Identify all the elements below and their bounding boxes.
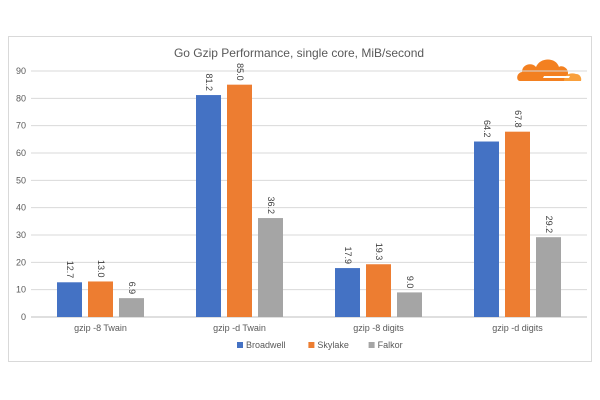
y-tick-label: 0 — [21, 312, 26, 322]
logo-cloud-main — [517, 59, 568, 81]
legend-entry: Skylake — [317, 340, 349, 350]
bar-broadwell — [335, 268, 360, 317]
data-label: 85.0 — [235, 63, 245, 81]
y-tick-label: 60 — [16, 148, 26, 158]
legend-swatch-falkor — [368, 342, 375, 348]
legend-entry: Broadwell — [246, 340, 286, 350]
logo-cloud-gap — [543, 76, 570, 78]
y-tick-label: 70 — [16, 121, 26, 131]
bar-broadwell — [474, 141, 499, 317]
data-label: 19.3 — [374, 243, 384, 261]
cloudflare-cloud-logo — [517, 59, 582, 81]
bar-skylake — [505, 131, 530, 317]
data-label: 64.2 — [482, 120, 492, 138]
x-axis-categories: gzip -8 Twain gzip -d Twain gzip -8 digits… — [74, 323, 543, 333]
data-label: 29.2 — [544, 216, 554, 234]
y-tick-label: 20 — [16, 257, 26, 267]
bar-falkor — [258, 218, 283, 317]
data-label: 13.0 — [96, 260, 106, 278]
bar-broadwell — [57, 282, 82, 317]
y-tick-label: 30 — [16, 230, 26, 240]
data-label: 9.0 — [405, 276, 415, 289]
data-label: 17.9 — [343, 247, 353, 265]
grid-layer — [31, 70, 587, 318]
y-tick-label: 80 — [16, 93, 26, 103]
bar-skylake — [366, 264, 391, 317]
bar-falkor — [397, 292, 422, 317]
bar-skylake — [88, 281, 113, 317]
bar-falkor — [536, 237, 561, 317]
data-label: 6.9 — [127, 282, 137, 295]
data-label: 67.8 — [513, 110, 523, 128]
x-category-label: gzip -d digits — [492, 323, 543, 333]
y-tick-label: 90 — [16, 66, 26, 76]
bars-layer — [57, 84, 561, 317]
chart-area: Go Gzip Performance, single core, MiB/se… — [8, 36, 592, 362]
data-label: 81.2 — [204, 74, 214, 92]
bar-chart: Go Gzip Performance, single core, MiB/se… — [16, 46, 587, 350]
x-category-label: gzip -8 Twain — [74, 323, 127, 333]
x-category-label: gzip -d Twain — [213, 323, 266, 333]
chart-title: Go Gzip Performance, single core, MiB/se… — [174, 46, 424, 60]
y-tick-label: 10 — [16, 285, 26, 295]
legend-swatch-broadwell — [237, 342, 243, 348]
logo-cloud-small — [564, 73, 582, 81]
legend-entry: Falkor — [378, 340, 403, 350]
y-axis-ticks: 0 10 20 30 40 50 60 70 80 90 — [16, 66, 26, 322]
legend: Broadwell Skylake Falkor — [237, 340, 403, 350]
data-label: 36.2 — [266, 197, 276, 215]
y-tick-label: 40 — [16, 203, 26, 213]
bar-falkor — [119, 298, 144, 317]
data-labels-layer: 12.7 13.0 6.9 81.2 85.0 36.2 17.9 19.3 9.0 64.2 67… — [65, 63, 554, 294]
y-tick-label: 50 — [16, 175, 26, 185]
data-label: 12.7 — [65, 261, 75, 279]
legend-swatch-skylake — [308, 342, 315, 348]
x-category-label: gzip -8 digits — [353, 323, 404, 333]
bar-broadwell — [196, 95, 221, 317]
bar-skylake — [227, 84, 252, 317]
